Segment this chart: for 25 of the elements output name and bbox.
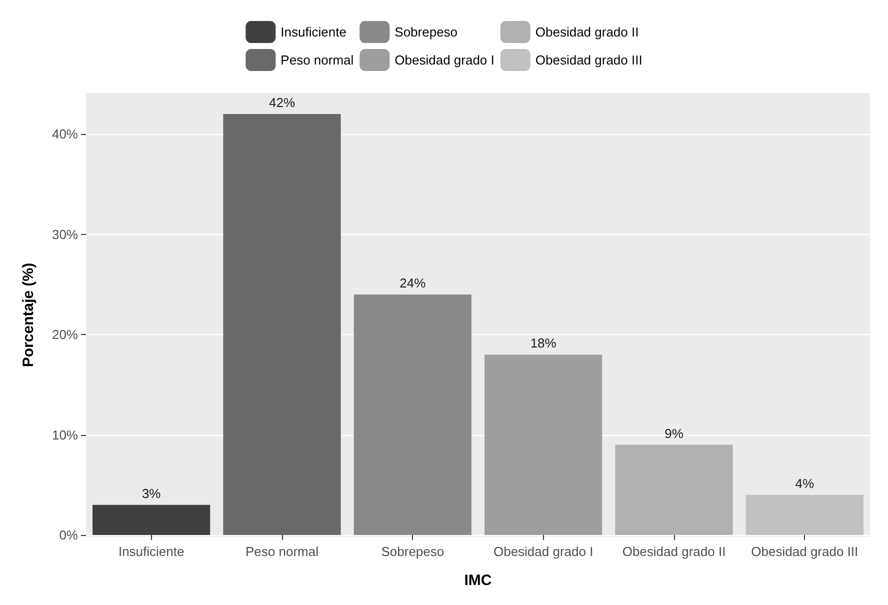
- data-label: 9%: [664, 426, 684, 441]
- legend-label: Sobrepeso: [394, 24, 458, 40]
- legend-label: Obesidad grado II: [535, 24, 639, 40]
- y-tick-label: 0%: [59, 527, 78, 542]
- x-tick-label: Obesidad grado III: [751, 544, 858, 559]
- y-tick-label: 10%: [52, 427, 78, 442]
- x-tick-label: Sobrepeso: [381, 544, 444, 559]
- y-tick-label: 40%: [52, 126, 78, 142]
- legend-label: Obesidad grado III: [535, 52, 642, 68]
- x-axis-title: IMC: [464, 572, 492, 589]
- legend-label: Peso normal: [280, 52, 354, 68]
- y-tick-label: 20%: [52, 327, 78, 342]
- data-label: 42%: [268, 95, 296, 110]
- x-tick-label: Obesidad grado II: [622, 544, 726, 559]
- data-label: 4%: [795, 476, 814, 491]
- data-label: 18%: [530, 336, 557, 351]
- data-label: 24%: [400, 275, 426, 290]
- y-tick-label: 30%: [52, 226, 78, 242]
- x-tick-label: Peso normal: [246, 544, 319, 559]
- x-tick-label: Obesidad grado I: [493, 544, 594, 559]
- x-tick-label: Insuficiente: [118, 544, 184, 559]
- data-label: 3%: [142, 486, 162, 501]
- y-axis-title: Porcentaje (%): [20, 262, 37, 368]
- legend-label: Obesidad grado I: [394, 52, 494, 68]
- legend-label: Insuficiente: [280, 24, 346, 40]
